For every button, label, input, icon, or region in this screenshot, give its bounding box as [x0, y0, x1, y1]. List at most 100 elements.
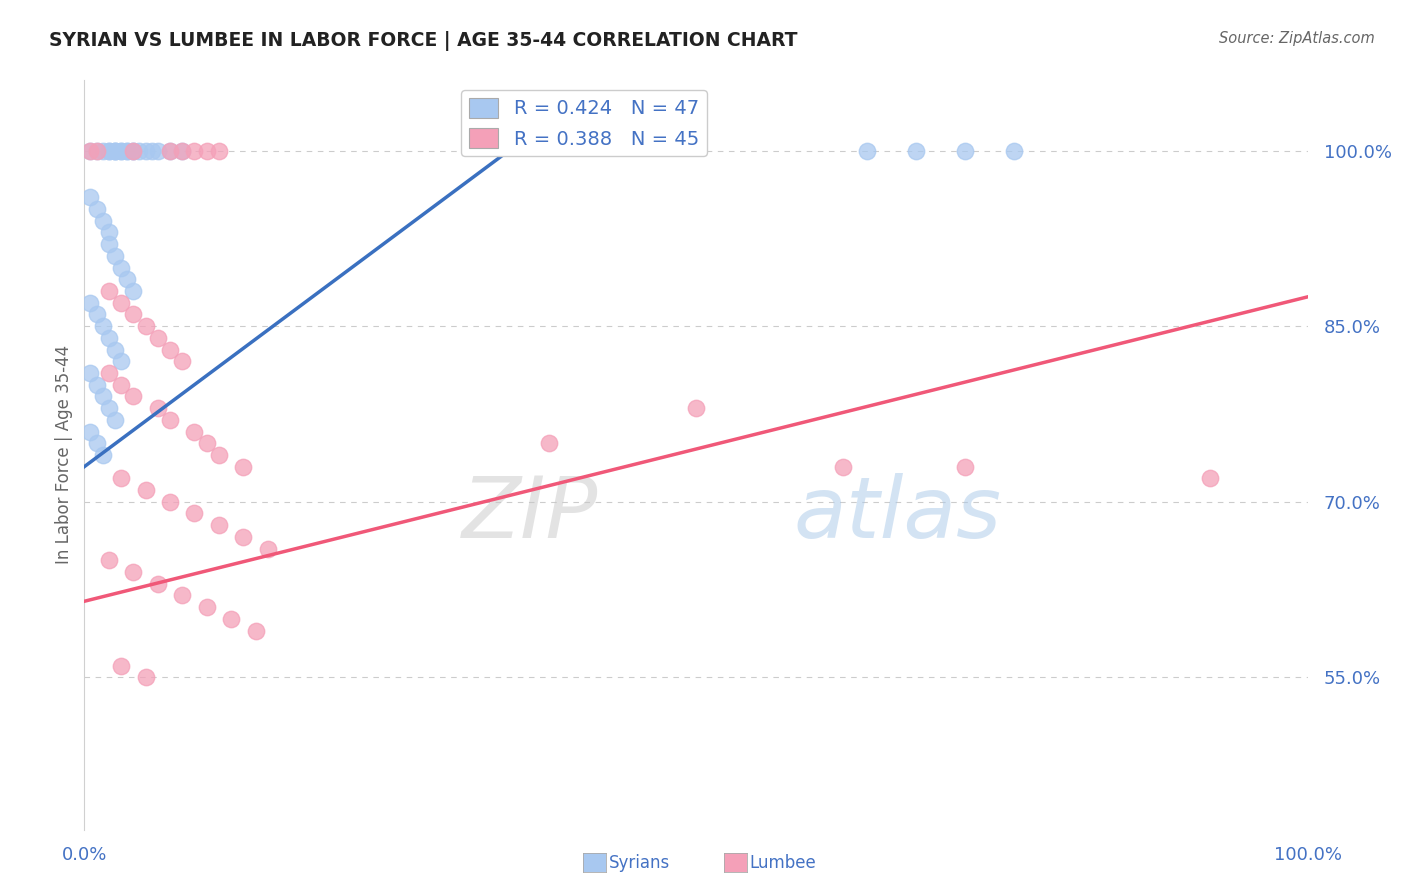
Point: [183, 425, 205, 439]
Point: [159, 343, 181, 357]
Point: [86, 377, 108, 392]
Point: [110, 354, 132, 368]
Point: [146, 401, 169, 416]
Point: [86, 436, 108, 450]
Point: [79, 144, 101, 158]
Point: [159, 413, 181, 427]
Point: [128, 144, 150, 158]
Point: [104, 343, 127, 357]
Point: [135, 670, 157, 684]
Point: [110, 144, 132, 158]
Point: [953, 459, 976, 474]
Point: [257, 541, 280, 556]
Point: [122, 307, 145, 322]
Point: [110, 471, 132, 485]
Point: [208, 448, 231, 462]
Point: [91, 144, 114, 158]
Point: [159, 144, 181, 158]
Point: [146, 331, 169, 345]
Point: [91, 319, 114, 334]
Point: [110, 295, 132, 310]
Point: [953, 144, 976, 158]
Point: [208, 144, 231, 158]
Point: [97, 144, 120, 158]
Y-axis label: In Labor Force | Age 35-44: In Labor Force | Age 35-44: [55, 345, 73, 565]
Point: [195, 436, 218, 450]
Point: [97, 366, 120, 380]
Point: [91, 389, 114, 403]
Point: [856, 144, 879, 158]
Text: atlas: atlas: [794, 474, 1002, 557]
Point: [86, 202, 108, 216]
Point: [122, 144, 145, 158]
Point: [97, 331, 120, 345]
Point: [685, 401, 707, 416]
Point: [110, 260, 132, 275]
Text: Lumbee: Lumbee: [749, 855, 815, 872]
Point: [110, 144, 132, 158]
Point: [135, 144, 157, 158]
Point: [79, 190, 101, 204]
Point: [1198, 471, 1220, 485]
Point: [135, 483, 157, 497]
Point: [79, 425, 101, 439]
Legend: R = 0.424   N = 47, R = 0.388   N = 45: R = 0.424 N = 47, R = 0.388 N = 45: [461, 90, 707, 156]
Point: [122, 389, 145, 403]
Point: [91, 448, 114, 462]
Point: [104, 413, 127, 427]
Point: [97, 284, 120, 298]
Point: [115, 144, 138, 158]
Point: [183, 507, 205, 521]
Point: [159, 144, 181, 158]
Point: [122, 144, 145, 158]
Point: [104, 144, 127, 158]
Point: [232, 530, 254, 544]
Point: [97, 401, 120, 416]
Point: [905, 144, 928, 158]
Point: [208, 518, 231, 533]
Point: [122, 565, 145, 579]
Point: [195, 600, 218, 615]
Point: [86, 144, 108, 158]
Point: [79, 366, 101, 380]
Point: [141, 144, 163, 158]
Point: [172, 354, 194, 368]
Point: [97, 237, 120, 252]
Point: [831, 459, 853, 474]
Point: [538, 436, 561, 450]
Text: Source: ZipAtlas.com: Source: ZipAtlas.com: [1219, 31, 1375, 46]
Point: [135, 319, 157, 334]
Point: [195, 144, 218, 158]
Point: [122, 284, 145, 298]
Point: [122, 144, 145, 158]
Text: Syrians: Syrians: [609, 855, 671, 872]
Point: [172, 589, 194, 603]
Point: [110, 658, 132, 673]
Point: [219, 612, 242, 626]
Point: [86, 144, 108, 158]
Point: [146, 576, 169, 591]
Point: [1002, 144, 1025, 158]
Point: [110, 377, 132, 392]
Point: [79, 144, 101, 158]
Text: ZIP: ZIP: [461, 474, 598, 557]
Point: [104, 144, 127, 158]
Point: [86, 307, 108, 322]
Point: [97, 144, 120, 158]
Point: [115, 272, 138, 286]
Point: [172, 144, 194, 158]
Point: [97, 226, 120, 240]
Point: [79, 295, 101, 310]
Point: [104, 249, 127, 263]
Point: [183, 144, 205, 158]
Point: [104, 144, 127, 158]
Point: [146, 144, 169, 158]
Text: SYRIAN VS LUMBEE IN LABOR FORCE | AGE 35-44 CORRELATION CHART: SYRIAN VS LUMBEE IN LABOR FORCE | AGE 35…: [49, 31, 797, 51]
Point: [115, 144, 138, 158]
Point: [172, 144, 194, 158]
Point: [91, 214, 114, 228]
Point: [245, 624, 267, 638]
Point: [232, 459, 254, 474]
Point: [97, 553, 120, 567]
Point: [159, 494, 181, 508]
